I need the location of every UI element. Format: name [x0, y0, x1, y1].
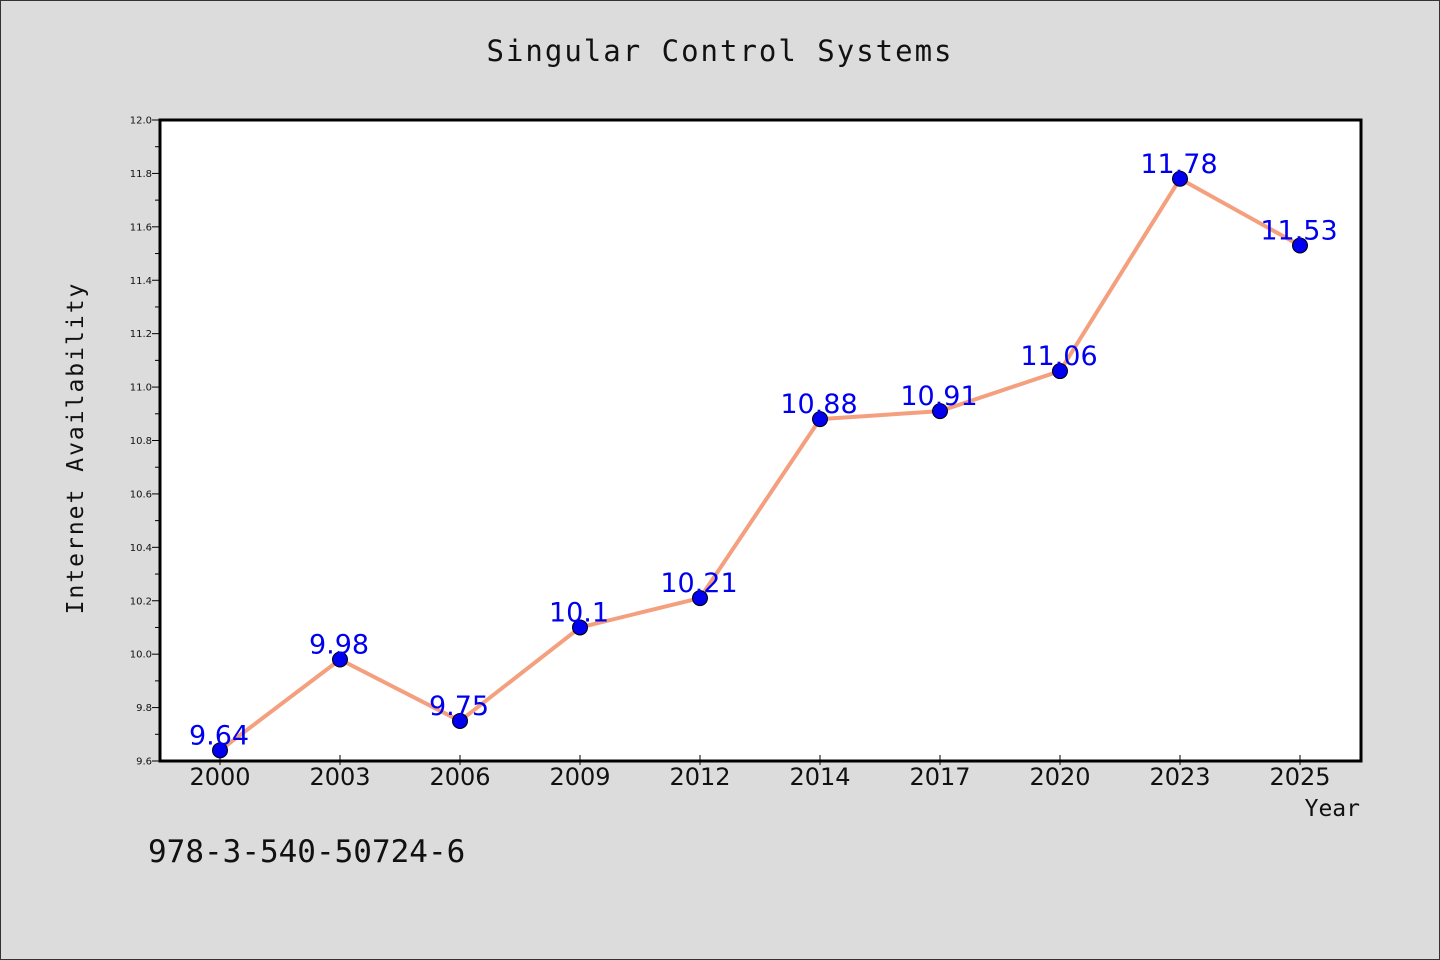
- y-axis-title: Internet Availability: [63, 281, 89, 615]
- y-tick-label: 10.2: [130, 596, 152, 607]
- data-point: [452, 712, 468, 729]
- x-tick-label: 2003: [309, 763, 370, 791]
- y-tick-label: 12.0: [130, 116, 152, 127]
- x-tick-label: 2012: [669, 763, 730, 791]
- data-point: [692, 590, 708, 607]
- y-tick-label: 9.8: [136, 703, 152, 714]
- y-tick-label: 11.8: [130, 169, 152, 180]
- data-label: 11.53: [1260, 216, 1337, 247]
- y-tick-label: 10.4: [130, 543, 152, 554]
- series-line: [218, 176, 1301, 752]
- x-tick-label: 2014: [789, 763, 850, 791]
- y-tick-label: 10.8: [130, 436, 152, 447]
- y-tick-label: 11.6: [130, 222, 152, 233]
- data-point: [212, 742, 228, 759]
- chart-title: Singular Control Systems: [486, 34, 954, 68]
- data-point: [332, 651, 348, 668]
- x-tick-label: 2017: [909, 763, 970, 791]
- data-point: [1052, 363, 1068, 380]
- data-label: 10.88: [780, 389, 857, 420]
- data-label: 10.21: [660, 568, 737, 599]
- isbn-code: 978-3-540-50724-6: [148, 834, 466, 870]
- x-tick-label: 2020: [1029, 763, 1090, 791]
- y-tick-label: 9.6: [136, 757, 152, 768]
- x-tick-label: 2009: [549, 763, 610, 791]
- data-label: 9.75: [429, 691, 489, 722]
- data-label: 11.78: [1140, 149, 1217, 180]
- y-tick-label: 11.2: [130, 329, 152, 340]
- data-point: [1172, 170, 1188, 187]
- data-label: 10.91: [900, 381, 977, 412]
- data-point: [812, 411, 828, 428]
- plot-area: [158, 118, 1363, 763]
- y-tick-label: 10.6: [130, 489, 152, 500]
- data-point: [1292, 237, 1308, 254]
- x-axis-title: Year: [1304, 796, 1360, 822]
- data-label: 9.64: [189, 720, 249, 751]
- data-point: [572, 619, 588, 636]
- x-tick-label: 2025: [1269, 763, 1330, 791]
- data-label: 10.1: [549, 597, 609, 628]
- y-tick-label: 11.0: [130, 383, 152, 394]
- y-tick-label: 10.0: [130, 650, 152, 661]
- data-point: [932, 403, 948, 420]
- data-label: 9.98: [309, 630, 369, 661]
- x-tick-label: 2006: [429, 763, 490, 791]
- x-tick-label: 2000: [189, 763, 250, 791]
- y-tick-label: 11.4: [130, 276, 152, 287]
- x-tick-label: 2023: [1149, 763, 1210, 791]
- data-label: 11.06: [1020, 341, 1097, 372]
